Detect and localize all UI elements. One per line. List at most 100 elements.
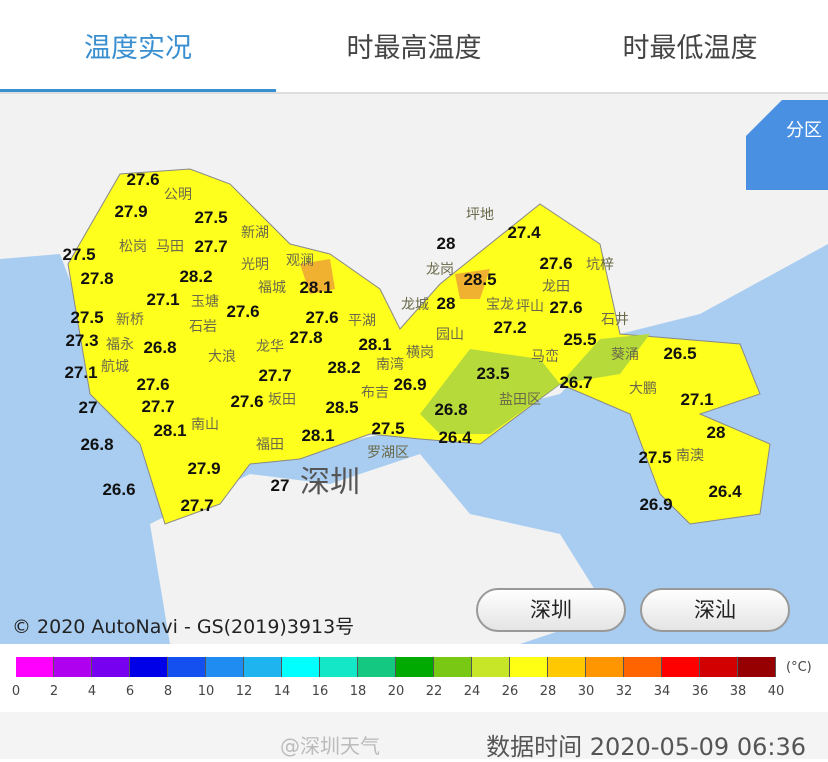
temperature-reading: 28 xyxy=(436,294,456,313)
legend-swatch xyxy=(586,657,624,677)
shenzhen-button[interactable]: 深圳 xyxy=(476,588,626,632)
tab-hourly-max[interactable]: 时最高温度 xyxy=(346,33,482,64)
legend-swatch xyxy=(168,657,206,677)
shenshan-button[interactable]: 深汕 xyxy=(640,588,790,632)
temperature-reading: 27.3 xyxy=(65,331,99,350)
district-label: 石井 xyxy=(601,312,629,328)
temperature-reading: 27.9 xyxy=(187,459,221,478)
temperature-reading: 28.1 xyxy=(358,335,392,354)
legend-tick: 20 xyxy=(387,684,405,699)
district-label: 坂田 xyxy=(268,392,296,408)
district-label: 新桥 xyxy=(116,312,144,328)
district-label: 龙岗 xyxy=(426,262,454,278)
legend-tick: 32 xyxy=(615,684,633,699)
legend-swatch xyxy=(244,657,282,677)
district-label: 布吉 xyxy=(361,385,389,401)
legend-tick: 38 xyxy=(729,684,747,699)
legend-tick: 6 xyxy=(125,684,135,699)
legend-tick: 2 xyxy=(49,684,59,699)
temperature-reading: 26.9 xyxy=(393,375,427,394)
district-label: 松岗 xyxy=(119,239,147,255)
temperature-reading: 27.5 xyxy=(62,245,96,264)
temperature-reading: 27.5 xyxy=(638,448,672,467)
district-label: 龙城 xyxy=(401,297,429,313)
legend-tick: 16 xyxy=(311,684,329,699)
district-label: 观澜 xyxy=(286,253,314,269)
temperature-reading: 27.6 xyxy=(226,302,260,321)
temperature-reading: 26.4 xyxy=(438,428,472,447)
city-label: 深圳 xyxy=(300,465,360,500)
temperature-reading: 27 xyxy=(78,398,98,417)
temperature-reading: 28.2 xyxy=(327,358,361,377)
data-timestamp: 数据时间 2020-05-09 06:36 xyxy=(486,733,806,761)
temperature-reading: 27.4 xyxy=(507,223,541,242)
temperature-reading: 27.6 xyxy=(539,254,573,273)
legend-swatch xyxy=(510,657,548,677)
legend-swatch xyxy=(92,657,130,677)
district-label: 平湖 xyxy=(348,313,376,329)
legend-tick: 22 xyxy=(425,684,443,699)
temperature-reading: 26.9 xyxy=(639,495,673,514)
temperature-map[interactable]: 公明 新湖 松岗 马田 光明 新桥 玉塘 福城 观澜 石岩 大浪 平湖 福永 航… xyxy=(0,94,828,644)
hot-spot xyxy=(300,259,490,299)
district-label: 盐田区 xyxy=(499,392,541,408)
district-label: 坪地 xyxy=(466,207,494,223)
temperature-reading: 28.5 xyxy=(325,398,359,417)
tab-current-temperature[interactable]: 温度实况 xyxy=(0,0,276,92)
temperature-reading: 27.6 xyxy=(549,298,583,317)
temperature-reading: 26.6 xyxy=(102,480,136,499)
temperature-reading: 27.6 xyxy=(136,375,170,394)
temperature-reading: 26.4 xyxy=(708,482,742,501)
district-label: 玉塘 xyxy=(191,294,219,310)
district-label: 马峦 xyxy=(531,349,559,365)
district-label: 宝龙 xyxy=(486,297,514,313)
temperature-reading: 27.2 xyxy=(493,318,527,337)
legend-tick: 12 xyxy=(235,684,253,699)
legend-swatch xyxy=(54,657,92,677)
temperature-reading: 27.1 xyxy=(680,390,714,409)
legend-tick: 18 xyxy=(349,684,367,699)
legend-tick: 30 xyxy=(577,684,595,699)
temperature-reading: 27.7 xyxy=(141,397,175,416)
district-label: 龙田 xyxy=(542,279,570,295)
legend-swatch xyxy=(738,657,776,677)
temperature-reading: 27 xyxy=(270,476,290,495)
tab-hourly-min[interactable]: 时最低温度 xyxy=(622,33,758,64)
district-label: 南澳 xyxy=(676,448,704,464)
legend-swatch xyxy=(396,657,434,677)
legend-tick: 36 xyxy=(691,684,709,699)
district-toggle-button[interactable]: 分区 xyxy=(746,100,828,190)
legend-tick: 40 xyxy=(767,684,785,699)
temperature-reading: 27.9 xyxy=(114,202,148,221)
district-label: 大鹏 xyxy=(629,381,657,397)
district-label: 光明 xyxy=(241,257,269,273)
district-toggle-label: 分区 xyxy=(786,120,822,141)
legend-tick: 0 xyxy=(11,684,21,699)
district-label: 公明 xyxy=(164,187,192,203)
temperature-reading: 27.5 xyxy=(194,208,228,227)
district-label: 坪山 xyxy=(516,299,544,315)
district-label: 石岩 xyxy=(189,319,217,335)
legend-swatch xyxy=(320,657,358,677)
legend-tick: 8 xyxy=(163,684,173,699)
tab-bar: 温度实况 时最高温度 时最低温度 xyxy=(0,0,828,94)
district-label: 园山 xyxy=(436,327,464,343)
district-label: 坑梓 xyxy=(586,257,614,273)
district-label: 航城 xyxy=(101,359,129,375)
temperature-reading: 27.7 xyxy=(180,496,214,515)
temperature-reading: 27.6 xyxy=(126,170,160,189)
legend-swatch xyxy=(700,657,738,677)
district-label: 龙华 xyxy=(256,339,284,355)
district-label: 福城 xyxy=(258,280,286,296)
temperature-reading: 27.8 xyxy=(80,269,114,288)
legend-tick: 28 xyxy=(539,684,557,699)
legend-swatch xyxy=(358,657,396,677)
district-label: 福永 xyxy=(106,337,134,353)
legend-swatch xyxy=(662,657,700,677)
temperature-reading: 27.1 xyxy=(64,363,98,382)
district-label: 横岗 xyxy=(406,345,434,361)
watermark: @深圳天气 xyxy=(280,734,380,758)
temperature-reading: 26.8 xyxy=(80,435,114,454)
legend-swatch xyxy=(548,657,586,677)
temperature-reading: 26.8 xyxy=(434,400,468,419)
